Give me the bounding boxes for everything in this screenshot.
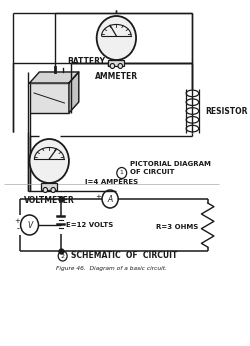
Text: PICTORIAL DIAGRAM
OF CIRCUIT: PICTORIAL DIAGRAM OF CIRCUIT (130, 161, 211, 175)
Polygon shape (69, 72, 79, 113)
Circle shape (43, 188, 48, 192)
Text: VOLTMETER: VOLTMETER (24, 196, 74, 205)
Circle shape (97, 16, 136, 60)
Text: E=12 VOLTS: E=12 VOLTS (66, 222, 114, 228)
Text: I=4 AMPERES: I=4 AMPERES (85, 179, 138, 185)
Text: +: + (14, 218, 20, 224)
Text: 2: 2 (61, 254, 65, 258)
Circle shape (30, 139, 69, 183)
Text: SCHEMATIC  OF  CIRCUIT: SCHEMATIC OF CIRCUIT (71, 252, 177, 261)
Text: R=3 OHMS: R=3 OHMS (156, 224, 199, 230)
Text: AMMETER: AMMETER (95, 72, 138, 81)
Text: V: V (27, 220, 32, 229)
Bar (41, 183, 57, 190)
Bar (108, 60, 124, 66)
Text: +: + (95, 194, 101, 200)
Text: RESISTOR: RESISTOR (205, 107, 248, 116)
Text: BATTERY: BATTERY (67, 57, 105, 66)
Text: A: A (108, 194, 113, 203)
Bar (30, 83, 69, 113)
Text: Figure 46.  Diagram of a basic circuit.: Figure 46. Diagram of a basic circuit. (56, 266, 167, 271)
Polygon shape (30, 72, 79, 83)
Text: -: - (17, 225, 20, 234)
Circle shape (110, 64, 115, 69)
Text: 1: 1 (120, 171, 124, 175)
Circle shape (118, 64, 122, 69)
Circle shape (51, 188, 56, 192)
